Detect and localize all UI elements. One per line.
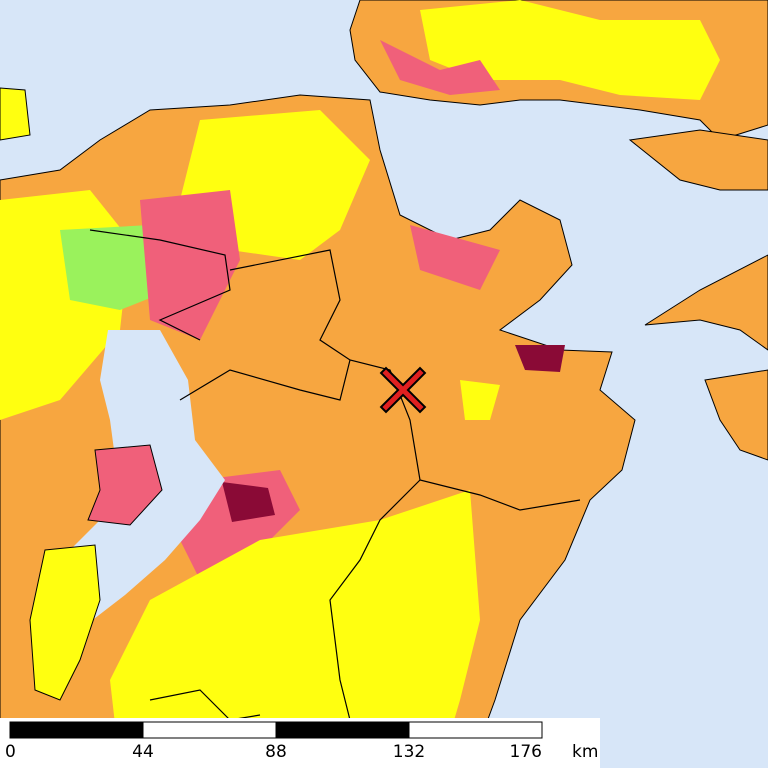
epicenter	[379, 366, 427, 414]
scale-label: 44	[132, 742, 154, 762]
border	[179, 359, 351, 401]
land-zone	[410, 225, 500, 290]
scale-label: 176	[510, 742, 542, 762]
land-zone	[460, 380, 500, 420]
scale-label: 88	[265, 742, 287, 762]
scale-label: 132	[393, 742, 425, 762]
land-zone	[140, 190, 240, 340]
land-zone	[222, 482, 275, 522]
land	[87, 444, 163, 526]
land	[704, 369, 768, 461]
border	[89, 229, 231, 341]
land	[0, 87, 31, 141]
land	[644, 254, 768, 351]
scale-segment	[142, 721, 277, 739]
border	[229, 249, 581, 511]
land-zone	[420, 0, 720, 100]
land-zone	[110, 490, 480, 768]
scale-segment	[408, 721, 543, 739]
border	[329, 479, 421, 721]
land	[29, 544, 101, 701]
border	[149, 689, 261, 721]
scale-unit: km	[572, 742, 598, 762]
land	[628, 129, 768, 191]
land-zone	[60, 225, 170, 310]
land-zone	[515, 345, 565, 372]
land-zone	[380, 40, 500, 95]
scale-segment	[275, 721, 410, 739]
scale-bar: 0 44 88 132 176 km	[5, 721, 598, 762]
scale-segment	[9, 721, 144, 739]
scale-label: 0	[5, 742, 16, 762]
